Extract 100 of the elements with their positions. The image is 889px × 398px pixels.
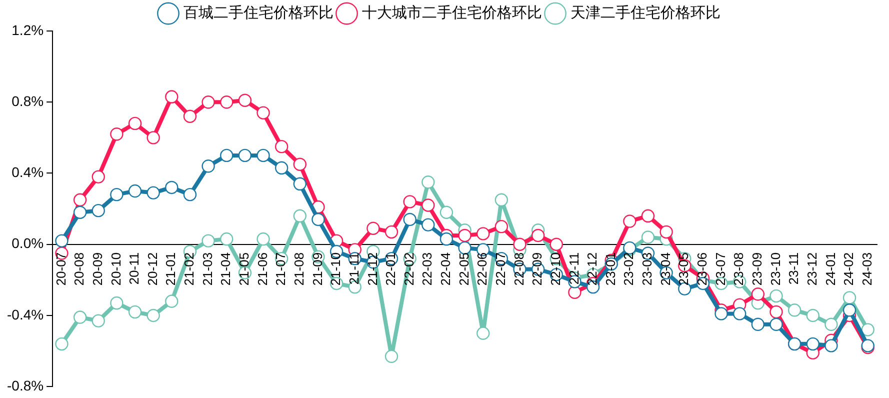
x-tick-label: 20-10 (108, 252, 124, 286)
point (770, 289, 783, 303)
x-tick-label: 20-09 (90, 252, 105, 286)
x-tick-label: 21-05 (236, 252, 252, 286)
x-tick-label: 23-08 (731, 252, 746, 286)
x-tick-label: 24-01 (822, 252, 838, 286)
x-tick-label: 22-05 (456, 252, 472, 286)
point (55, 337, 68, 351)
point (165, 90, 178, 104)
x-tick-label: 20-11 (126, 252, 142, 285)
point (274, 161, 288, 175)
point (770, 305, 783, 319)
point (183, 110, 197, 123)
x-tick-label: 21-06 (254, 252, 270, 286)
legend-label: 天津二手住宅价格环比 (570, 3, 720, 22)
x-tick-label: 22-09 (530, 252, 545, 286)
x-tick-label: 23-03 (640, 252, 655, 286)
point (458, 228, 472, 242)
point (128, 305, 142, 319)
point (146, 186, 160, 200)
point (92, 204, 105, 218)
x-tick-label: 21-02 (182, 252, 197, 286)
y-tick-label: 0.0% (12, 235, 44, 252)
x-tick-label: 21-08 (291, 252, 306, 286)
point (476, 326, 490, 340)
point (842, 304, 856, 317)
point (861, 323, 874, 336)
point (403, 212, 416, 226)
point (403, 195, 416, 208)
x-tick-label: 22-10 (548, 252, 563, 286)
point (256, 106, 270, 120)
y-tick-label: 0.4% (12, 164, 44, 180)
point (806, 337, 820, 351)
x-tick-label: 21-01 (163, 252, 178, 286)
y-tick-label: 0.8% (12, 92, 44, 109)
point (422, 176, 435, 189)
point (842, 291, 856, 304)
x-tick-label: 21-09 (310, 252, 325, 286)
point (788, 304, 802, 317)
point (146, 308, 160, 322)
x-tick-label: 23-12 (804, 252, 820, 286)
point (128, 184, 142, 198)
point (494, 193, 508, 207)
x-tick-label: 21-03 (200, 252, 215, 286)
point (92, 314, 105, 328)
point (110, 296, 124, 310)
point (440, 206, 454, 219)
x-tick-label: 23-07 (712, 252, 728, 286)
point (183, 188, 197, 202)
x-tick-label: 22-06 (474, 252, 490, 286)
x-tick-label: 21-07 (273, 252, 288, 286)
point (440, 232, 454, 246)
x-tick-label: 23-10 (768, 252, 783, 286)
x-tick-label: 22-01 (383, 252, 398, 286)
x-tick-label: 22-03 (420, 252, 435, 286)
point (165, 180, 178, 194)
point (531, 228, 545, 242)
x-tick-label: 21-04 (218, 252, 234, 286)
x-tick-label: 23-04 (658, 252, 673, 286)
point (220, 232, 234, 246)
point (312, 212, 325, 226)
point (422, 218, 435, 232)
point (751, 288, 765, 301)
x-tick-label: 20-12 (144, 252, 160, 286)
point (238, 148, 252, 162)
point (366, 222, 380, 235)
x-tick-label: 21-12 (364, 252, 380, 286)
x-tick-label: 22-02 (401, 252, 416, 286)
point (202, 234, 215, 248)
x-tick-label: 23-01 (602, 252, 618, 286)
point (384, 225, 398, 239)
point (202, 160, 215, 173)
point (256, 148, 270, 162)
point (641, 209, 655, 223)
point (384, 350, 398, 363)
x-tick-label: 23-02 (621, 252, 636, 286)
point (641, 230, 655, 244)
y-tick-label: -0.4% (6, 306, 44, 322)
x-tick-label: 21-11 (346, 252, 362, 285)
point (202, 96, 215, 109)
x-tick-label: 22-07 (493, 252, 508, 286)
point (146, 131, 160, 144)
x-tick-label: 22-04 (438, 252, 454, 286)
x-tick-label: 22-12 (584, 252, 600, 286)
point (824, 318, 838, 331)
point (476, 227, 490, 240)
point (274, 140, 288, 154)
point (568, 286, 582, 299)
x-tick-label: 22-11 (566, 252, 582, 285)
point (770, 318, 783, 331)
x-tick-label: 20-08 (72, 252, 87, 286)
point (293, 209, 306, 223)
x-tick-label: 23-11 (786, 252, 802, 285)
point (256, 232, 270, 246)
point (494, 220, 508, 234)
x-tick-label: 24-02 (841, 252, 856, 286)
point (220, 148, 234, 162)
x-tick-label: 20-07 (53, 252, 68, 286)
point (806, 308, 820, 322)
x-tick-label: 23-06 (694, 252, 710, 286)
